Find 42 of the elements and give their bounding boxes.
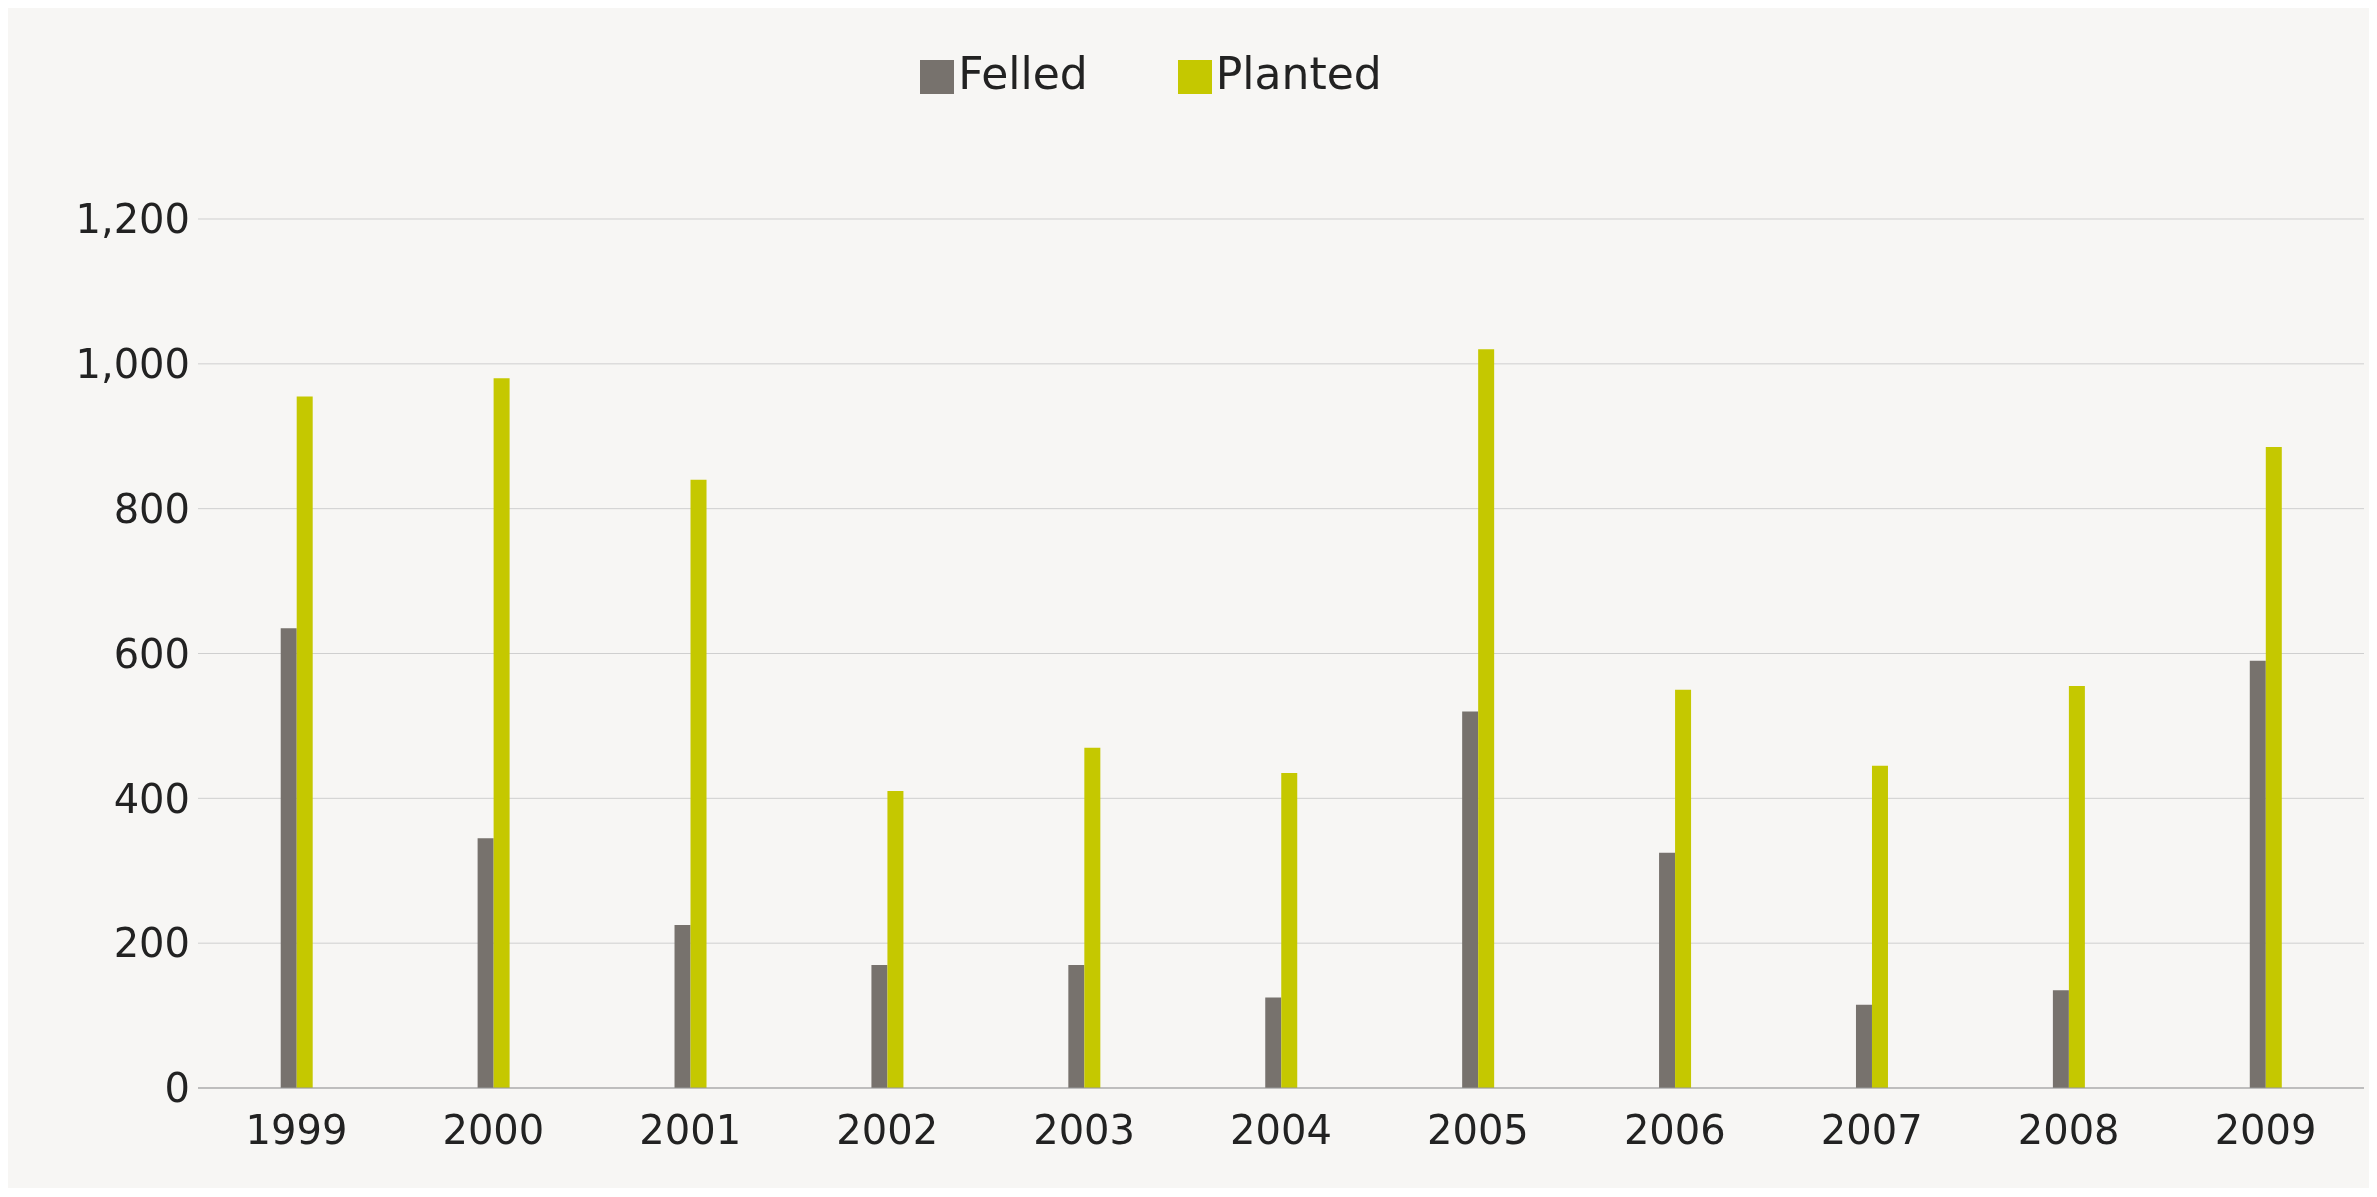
y-tick-label: 600 — [113, 630, 190, 677]
bar — [1084, 747, 1101, 1088]
bar — [280, 628, 297, 1088]
legend-label: Planted — [1215, 48, 1382, 99]
y-tick-label: 400 — [113, 775, 190, 822]
x-tick-label: 2001 — [639, 1107, 742, 1154]
bar — [2249, 660, 2266, 1088]
bar — [887, 791, 904, 1088]
bar — [871, 964, 888, 1088]
bar — [1871, 765, 1888, 1088]
bar — [1068, 964, 1085, 1088]
bar — [674, 925, 691, 1088]
x-tick-label: 2003 — [1033, 1107, 1135, 1154]
x-tick-label: 2002 — [836, 1107, 939, 1154]
y-tick-label: 0 — [164, 1065, 190, 1112]
y-tick-label: 800 — [113, 485, 190, 532]
bar — [1265, 997, 1282, 1088]
bar — [1281, 772, 1298, 1088]
bar — [1462, 711, 1479, 1088]
bar — [477, 838, 494, 1088]
bar — [296, 396, 313, 1088]
bar — [2068, 686, 2085, 1088]
bar — [2052, 990, 2069, 1088]
x-tick-label: 2009 — [2214, 1107, 2317, 1154]
x-tick-label: 1999 — [245, 1107, 348, 1154]
bar — [690, 479, 707, 1088]
y-tick-label: 1,200 — [75, 196, 190, 243]
legend-label: Felled — [958, 48, 1088, 99]
bar — [1855, 1004, 1872, 1088]
x-tick-label: 2006 — [1623, 1107, 1726, 1154]
bar — [1659, 852, 1676, 1088]
bar — [1478, 349, 1495, 1088]
x-tick-label: 2008 — [2017, 1107, 2120, 1154]
y-tick-label: 1,000 — [75, 341, 190, 388]
x-tick-label: 2005 — [1427, 1107, 1529, 1154]
x-tick-label: 2000 — [442, 1107, 545, 1154]
x-tick-label: 2004 — [1230, 1107, 1332, 1154]
bar — [493, 378, 510, 1088]
bar — [1675, 689, 1692, 1088]
y-tick-label: 200 — [113, 920, 190, 967]
bar — [2265, 447, 2282, 1088]
x-tick-label: 2007 — [1820, 1107, 1923, 1154]
